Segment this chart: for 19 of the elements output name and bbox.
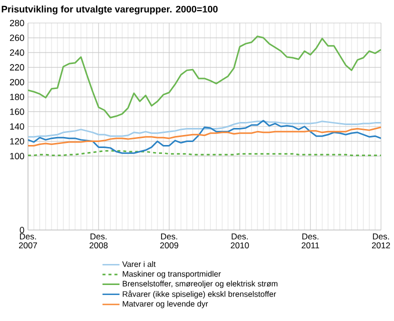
y-tick-label: 240 <box>10 49 24 56</box>
x-tick-label: Des. 2010 <box>230 234 249 248</box>
x-tick-label: Des. 2012 <box>372 234 390 248</box>
y-tick-label: 180 <box>10 94 24 100</box>
x-tick-label: Des. 2008 <box>90 234 108 248</box>
y-tick-label: 120 <box>10 138 24 144</box>
x-tick-label: Des. 2009 <box>160 234 178 248</box>
y-tick-label: 100 <box>10 152 24 160</box>
y-tick-label: 260 <box>10 34 24 41</box>
line-series <box>28 36 381 118</box>
y-tick-label: 220 <box>10 64 24 71</box>
y-tick-label: 140 <box>10 123 24 130</box>
chart-title: Prisutvikling for utvalgte varegrupper. 2000=100 <box>2 6 218 14</box>
x-tick-label: Des. 2011 <box>302 234 320 248</box>
y-tick-label: 200 <box>10 78 24 86</box>
y-tick-label: 160 <box>10 108 24 115</box>
y-tick-label: 280 <box>10 20 24 26</box>
y-tick-label: 0 <box>20 226 24 234</box>
x-tick-label: Des. 2007 <box>19 234 37 248</box>
